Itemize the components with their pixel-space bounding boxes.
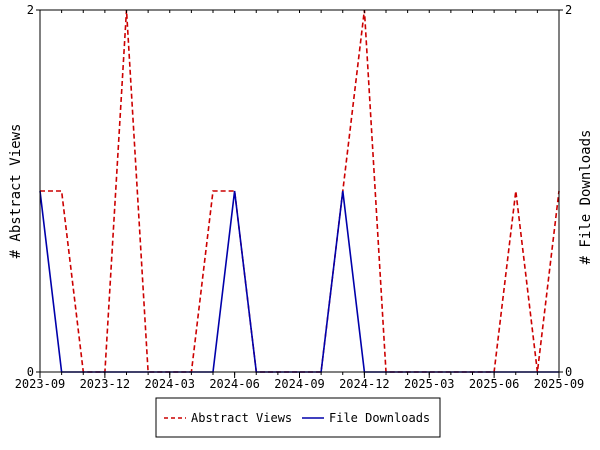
plot-frame xyxy=(39,9,560,373)
legend-label-file-downloads: File Downloads xyxy=(329,411,430,425)
x-tick-label: 2025-03 xyxy=(404,377,455,391)
x-tick-label: 2024-12 xyxy=(339,377,390,391)
y-right-tick-label: 2 xyxy=(565,3,572,17)
legend: Abstract Views File Downloads xyxy=(155,397,441,438)
y-axis-left-label: # Abstract Views xyxy=(8,124,24,259)
x-tick-label: 2024-06 xyxy=(209,377,260,391)
y-left-tick-label: 0 xyxy=(27,365,34,379)
x-axis: 2023-09 2023-12 2024-03 2024-06 2024-09 2024-… xyxy=(15,10,585,391)
y-left-tick-label: 2 xyxy=(27,3,34,17)
y-right-tick-label: 0 xyxy=(565,365,572,379)
y-axis-right: 02 xyxy=(559,3,572,379)
x-tick-label: 2023-09 xyxy=(15,377,66,391)
x-tick-label: 2025-06 xyxy=(469,377,520,391)
y-axis-right-label: # File Downloads xyxy=(578,130,594,265)
x-tick-label: 2025-09 xyxy=(534,377,585,391)
series-line-abstract-views xyxy=(40,9,560,373)
series-line-file-downloads xyxy=(39,190,559,373)
y-axis-left: 02 xyxy=(27,3,40,379)
legend-box xyxy=(155,397,441,438)
legend-label-abstract-views: Abstract Views xyxy=(191,411,292,425)
x-tick-label: 2024-09 xyxy=(274,377,325,391)
x-tick-label: 2024-03 xyxy=(144,377,195,391)
x-tick-label: 2023-12 xyxy=(80,377,131,391)
plot-series xyxy=(39,9,560,373)
